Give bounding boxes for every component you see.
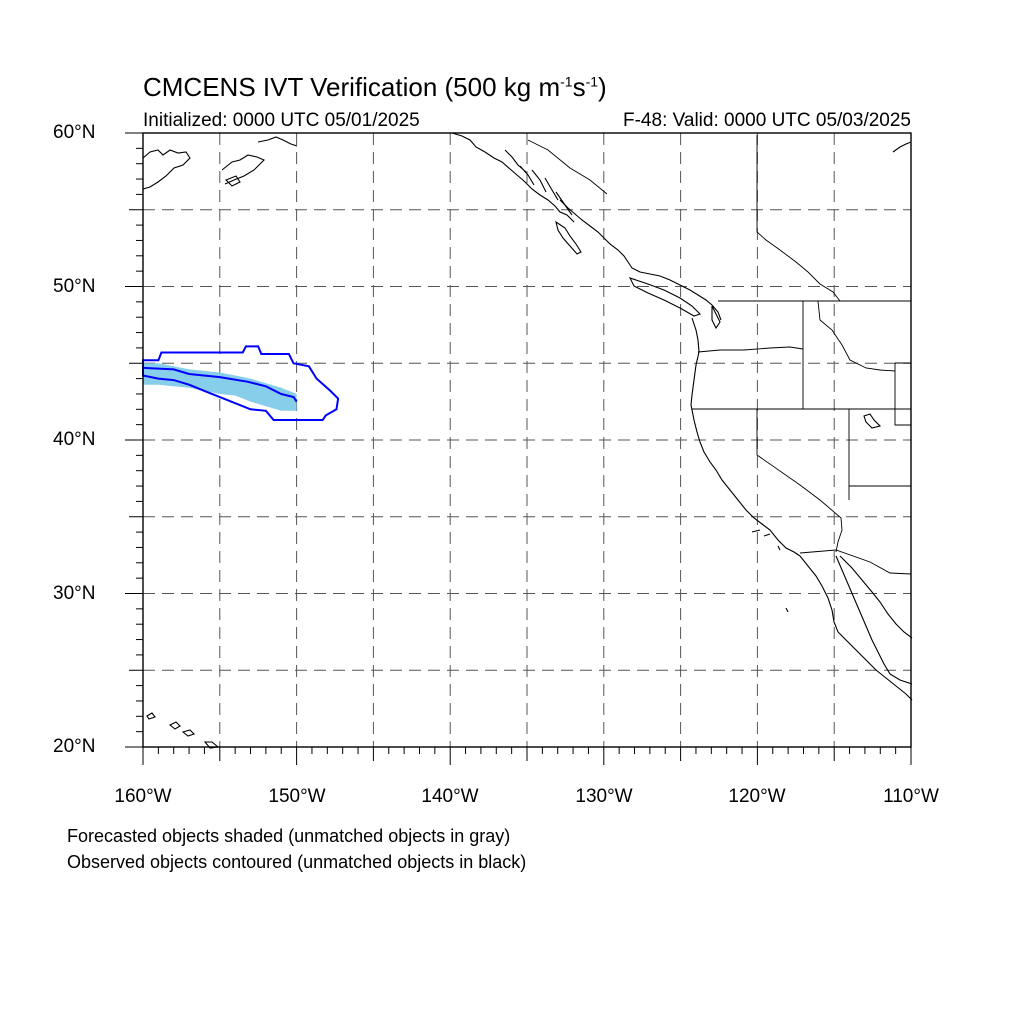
observed-object-inner-contour xyxy=(142,366,298,403)
colorado-river xyxy=(835,517,843,553)
ivt-objects xyxy=(142,345,340,421)
lon-label-120w: 120°W xyxy=(728,786,786,807)
lat-label-40n: 40°N xyxy=(53,429,96,450)
great-salt-lake xyxy=(863,413,882,429)
lon-label-130w: 130°W xyxy=(575,786,633,807)
us-mexico-border xyxy=(799,549,912,575)
se-alaska-islands xyxy=(504,149,573,216)
alaska-coast xyxy=(142,149,191,190)
haida-gwaii xyxy=(555,220,582,255)
lat-label-60n: 60°N xyxy=(53,122,96,143)
vancouver-island xyxy=(628,277,702,317)
hawaii-oahu xyxy=(168,721,181,730)
hawaii-kauai xyxy=(146,712,156,720)
lon-label-160w: 160°W xyxy=(114,786,172,807)
utah-east-box xyxy=(894,362,911,426)
lon-label-150w: 150°W xyxy=(268,786,326,807)
bc-coast xyxy=(559,199,722,321)
idaho-montana-border xyxy=(817,300,896,372)
observed-object-contour xyxy=(142,345,340,421)
forecast-legend-note: Forecasted objects shaded (unmatched obj… xyxy=(67,826,511,846)
map-title: CMCENS IVT Verification (500 kg m-1s-1) xyxy=(143,72,607,102)
kodiak-island xyxy=(225,175,241,187)
political-boundaries xyxy=(527,135,912,575)
axis-ticks xyxy=(125,132,912,765)
valid-time: F-48: Valid: 0000 UTC 05/03/2025 xyxy=(623,110,911,131)
hudson-area-coast xyxy=(892,141,912,153)
lon-label-110w: 110°W xyxy=(883,786,939,807)
us-west-coast xyxy=(690,317,801,557)
yakutat-coast xyxy=(451,132,575,223)
baja-west-coast xyxy=(799,555,913,701)
gulf-of-california-east xyxy=(839,555,913,639)
california-nevada-border xyxy=(756,409,842,519)
bc-alberta-border xyxy=(756,135,841,302)
observed-legend-note: Observed objects contoured (unmatched ob… xyxy=(67,852,527,872)
lon-label-140w: 140°W xyxy=(421,786,479,807)
channel-islands xyxy=(751,529,789,613)
lat-label-50n: 50°N xyxy=(53,276,96,297)
coastlines xyxy=(142,132,913,749)
lat-label-20n: 20°N xyxy=(53,736,96,757)
gulf-of-california-west xyxy=(835,555,913,685)
kenai-coast xyxy=(221,154,265,185)
hawaii-maui xyxy=(181,729,196,737)
forecast-object-shaded xyxy=(143,363,297,411)
alaska-bc-border xyxy=(527,139,608,195)
puget-sound xyxy=(711,305,721,330)
lat-label-30n: 30°N xyxy=(53,583,96,604)
alaska-gulf-coast xyxy=(257,136,298,147)
washington-oregon-border xyxy=(697,346,804,353)
graticule xyxy=(143,133,911,747)
initialized-time: Initialized: 0000 UTC 05/01/2025 xyxy=(143,110,420,131)
